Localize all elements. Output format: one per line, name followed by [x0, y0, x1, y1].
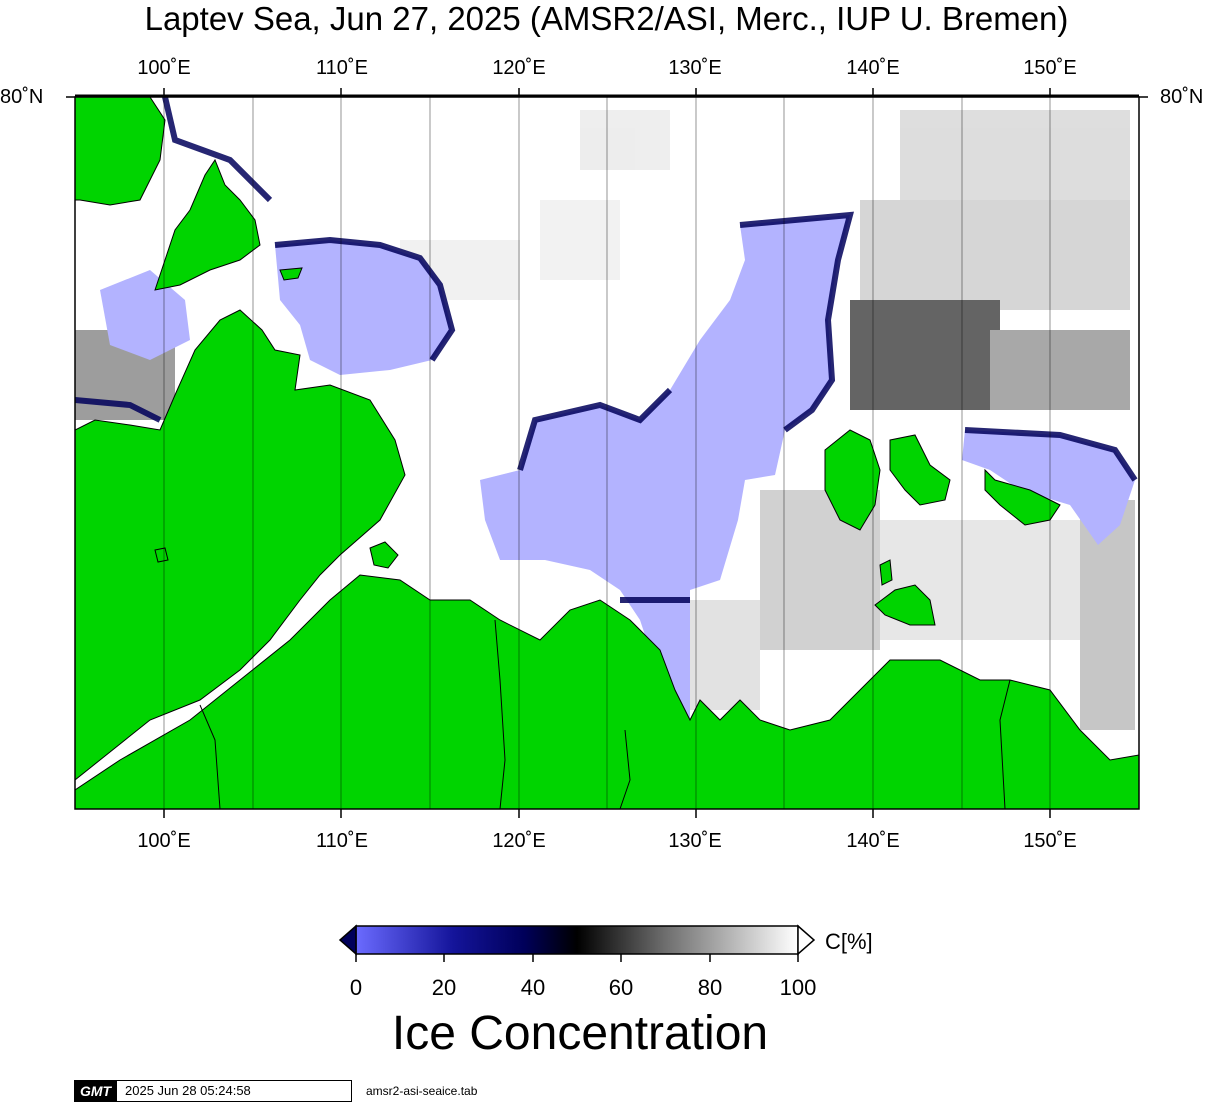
- map-canvas: [0, 0, 1213, 1104]
- colorbar-tick-80: 80: [680, 976, 740, 1000]
- colorbar-low-arrow: [340, 926, 356, 954]
- colorbar-tick-20: 20: [414, 976, 474, 1000]
- source-file: amsr2-asi-seaice.tab: [366, 1084, 477, 1098]
- map-layers: [75, 97, 1139, 809]
- colorbar-high-arrow: [798, 926, 814, 954]
- timestamp: 2025 Jun 28 05:24:58: [116, 1080, 352, 1102]
- colorbar: [340, 926, 814, 962]
- land-small-island-1: [880, 560, 892, 585]
- colorbar-title: Ice Concentration: [0, 1008, 1160, 1060]
- colorbar-tick-60: 60: [591, 976, 651, 1000]
- colorbar-tick-100: 100: [768, 976, 828, 1000]
- colorbar-unit: C[%]: [825, 930, 873, 954]
- gmt-logo: GMT: [74, 1080, 116, 1102]
- colorbar-tick-0: 0: [326, 976, 386, 1000]
- footer: GMT 2025 Jun 28 05:24:58 amsr2-asi-seaic…: [74, 1080, 477, 1102]
- colorbar-tick-40: 40: [503, 976, 563, 1000]
- colorbar-gradient: [356, 926, 798, 954]
